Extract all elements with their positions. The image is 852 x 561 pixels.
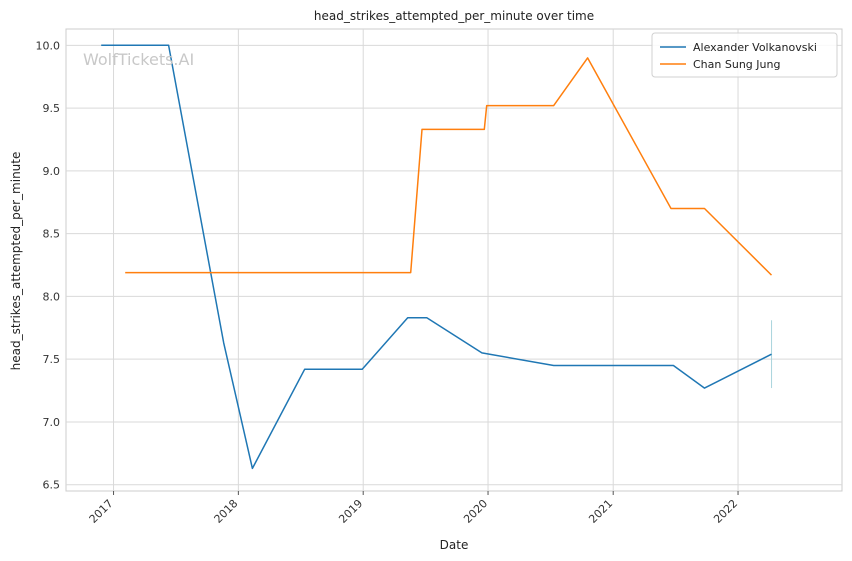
x-axis-label: Date <box>440 538 469 552</box>
legend-entry: Alexander Volkanovski <box>693 41 817 54</box>
x-tick-label: 2021 <box>586 497 615 526</box>
legend: Alexander Volkanovski Chan Sung Jung <box>651 32 838 78</box>
y-tick-label: 7.5 <box>43 353 61 366</box>
legend-entry: Chan Sung Jung <box>693 58 780 71</box>
chart-title: head_strikes_attempted_per_minute over t… <box>314 9 594 23</box>
y-tick-label: 6.5 <box>43 479 61 492</box>
series-line-chan-sung-jung <box>125 57 773 276</box>
x-tick-label: 2019 <box>336 497 365 526</box>
legend-box <box>651 32 838 78</box>
y-tick-label: 10.0 <box>36 39 61 52</box>
y-tick-label: 7.0 <box>43 416 61 429</box>
x-tick-label: 2017 <box>87 497 116 526</box>
x-axis: 2017 2018 2019 2020 2021 2022 <box>87 491 740 526</box>
y-tick-label: 9.5 <box>43 102 61 115</box>
watermark-text: WolfTickets.AI <box>83 50 194 69</box>
y-tick-label: 8.5 <box>43 228 61 241</box>
y-axis-label: head_strikes_attempted_per_minute <box>9 152 23 371</box>
x-tick-label: 2022 <box>711 497 740 526</box>
x-tick-label: 2018 <box>211 497 240 526</box>
y-tick-label: 9.0 <box>43 165 61 178</box>
series-layer <box>101 44 773 470</box>
y-axis: 6.5 7.0 7.5 8.0 8.5 9.0 9.5 10.0 <box>36 39 61 491</box>
x-tick-label: 2020 <box>461 497 490 526</box>
plot-area <box>65 28 843 492</box>
y-tick-label: 8.0 <box>43 290 61 303</box>
series-line-alexander-volkanovski <box>101 44 772 470</box>
grid <box>66 29 842 491</box>
